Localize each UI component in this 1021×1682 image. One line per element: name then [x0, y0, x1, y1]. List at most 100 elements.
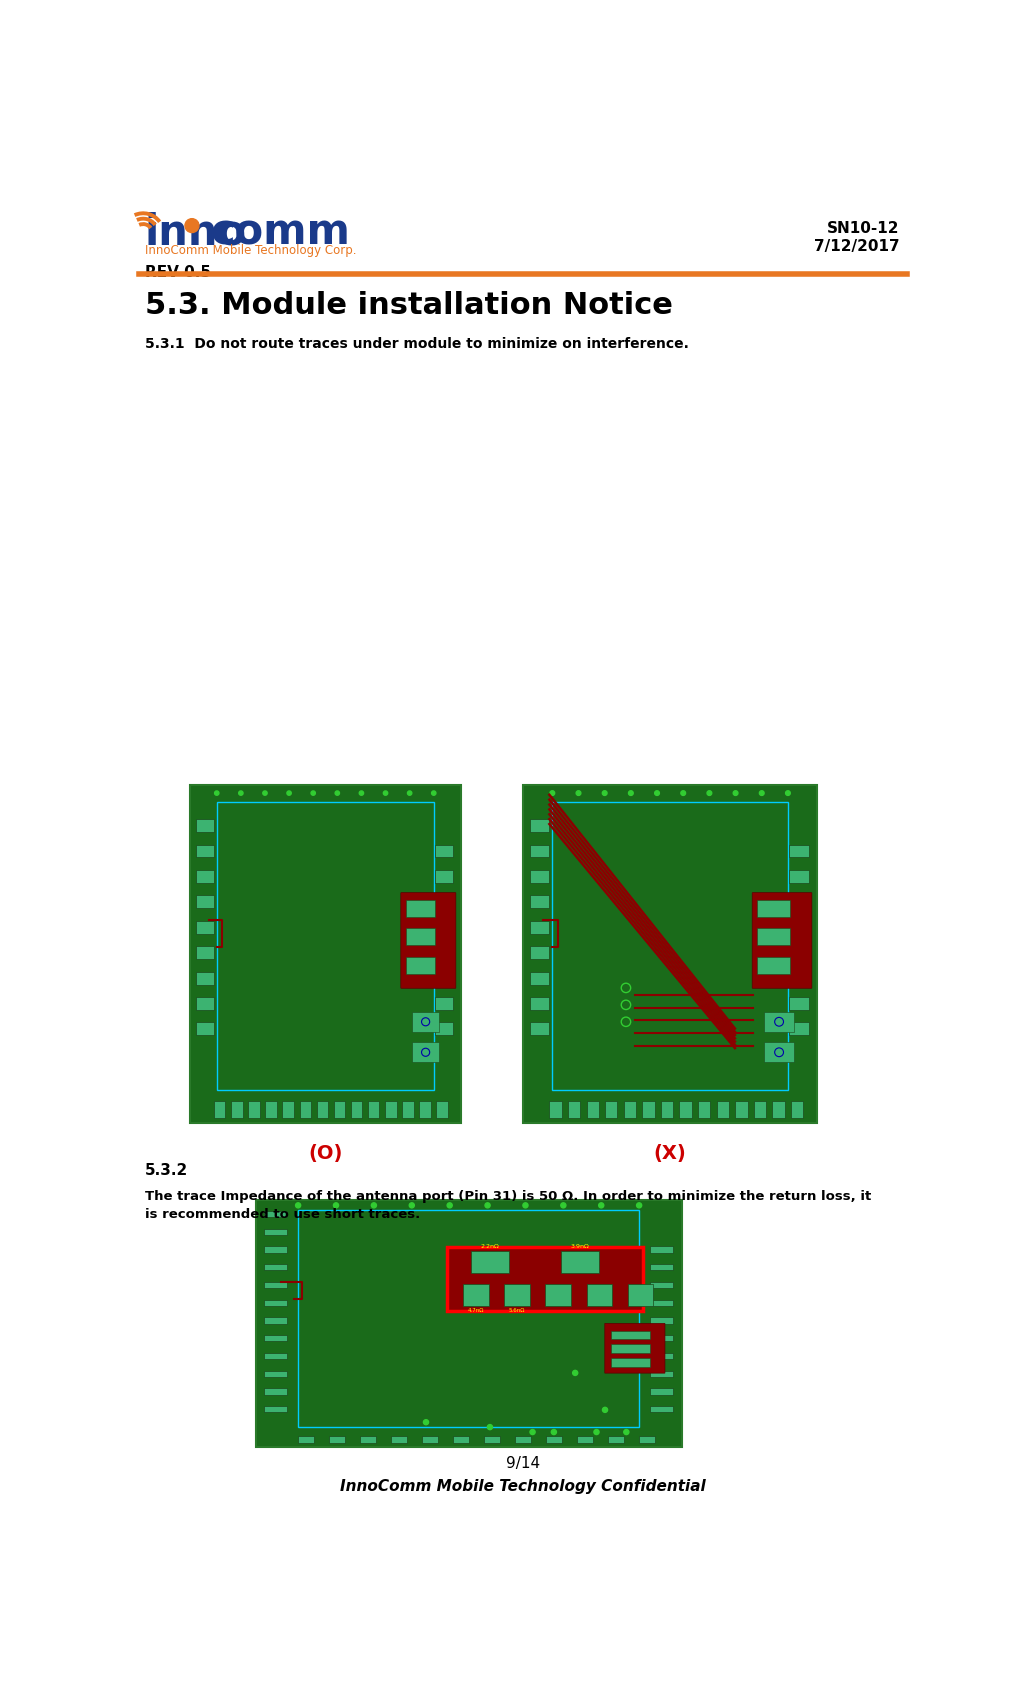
Text: (O): (O) [308, 1144, 342, 1162]
Circle shape [447, 1203, 452, 1208]
Bar [471, 1251, 509, 1273]
Bar [214, 1102, 226, 1119]
Bar [264, 1371, 288, 1378]
FancyBboxPatch shape [752, 893, 812, 989]
Circle shape [598, 1203, 603, 1208]
Bar [422, 1436, 438, 1443]
Bar [435, 1023, 452, 1036]
Bar [649, 1352, 673, 1359]
Bar [661, 1102, 673, 1119]
FancyBboxPatch shape [604, 1324, 665, 1373]
Bar [577, 1436, 593, 1443]
Bar [624, 1102, 636, 1119]
Bar [642, 1102, 654, 1119]
Bar [264, 1389, 288, 1394]
Bar [484, 1436, 500, 1443]
Bar [789, 947, 809, 959]
Bar [545, 1285, 571, 1307]
Bar [753, 1102, 766, 1119]
Bar [611, 1359, 649, 1367]
Bar [248, 1102, 259, 1119]
Bar [264, 1317, 288, 1324]
Bar [447, 1248, 643, 1312]
Bar [530, 897, 549, 908]
Bar [196, 922, 214, 934]
Circle shape [551, 1430, 556, 1435]
Bar [264, 1300, 288, 1307]
Bar [405, 928, 435, 945]
Bar [412, 1013, 439, 1033]
Bar [190, 785, 460, 1124]
Bar [789, 1023, 809, 1036]
Bar [516, 1436, 531, 1443]
Bar [561, 1251, 599, 1273]
Circle shape [295, 1203, 300, 1208]
Circle shape [424, 1420, 429, 1425]
Bar [196, 947, 214, 959]
Circle shape [383, 792, 388, 796]
Text: 9/14: 9/14 [506, 1455, 540, 1470]
Bar [698, 1102, 711, 1119]
Text: (X): (X) [653, 1144, 686, 1162]
Circle shape [681, 791, 685, 796]
Bar [530, 947, 549, 959]
Bar [639, 1436, 655, 1443]
FancyBboxPatch shape [401, 893, 455, 989]
Bar [264, 1352, 288, 1359]
Bar [264, 1230, 288, 1235]
Bar [435, 947, 452, 959]
Bar [504, 1285, 530, 1307]
Bar [196, 871, 214, 883]
Bar [789, 897, 809, 908]
Text: InnoComm Mobile Technology Corp.: InnoComm Mobile Technology Corp. [145, 244, 356, 257]
Circle shape [487, 1425, 492, 1430]
Bar [789, 844, 809, 858]
Circle shape [372, 1203, 377, 1208]
Circle shape [426, 969, 431, 974]
Bar [586, 1102, 599, 1119]
Circle shape [334, 1203, 339, 1208]
Circle shape [287, 792, 291, 796]
Bar [611, 1344, 649, 1354]
Bar [283, 1102, 294, 1119]
Bar [530, 871, 549, 883]
Bar [789, 871, 809, 883]
Bar [649, 1317, 673, 1324]
Bar [391, 1436, 407, 1443]
Bar [628, 1285, 653, 1307]
Circle shape [311, 792, 315, 796]
Circle shape [426, 918, 431, 923]
Bar [412, 1043, 439, 1063]
Bar [463, 1285, 489, 1307]
Circle shape [654, 791, 660, 796]
Text: 5.3. Module installation Notice: 5.3. Module installation Notice [145, 291, 673, 320]
Circle shape [594, 1430, 599, 1435]
Bar [605, 1102, 618, 1119]
Circle shape [602, 1408, 607, 1413]
Text: InnoComm Mobile Technology Confidential: InnoComm Mobile Technology Confidential [340, 1478, 707, 1492]
Bar [329, 1436, 345, 1443]
Bar [196, 897, 214, 908]
Bar [772, 1102, 785, 1119]
Circle shape [550, 791, 554, 796]
Text: inno: inno [145, 210, 247, 252]
Bar [317, 1102, 328, 1119]
Bar [530, 922, 549, 934]
Circle shape [523, 1203, 528, 1208]
Bar [649, 1406, 673, 1413]
Bar [298, 1436, 314, 1443]
Bar [586, 1285, 613, 1307]
Circle shape [239, 792, 243, 796]
Text: 5.6nΩ: 5.6nΩ [508, 1307, 525, 1312]
Bar [530, 844, 549, 858]
Bar [299, 1102, 311, 1119]
Bar [530, 997, 549, 1011]
Text: SN10-12: SN10-12 [827, 220, 900, 235]
Bar [649, 1336, 673, 1342]
Bar [789, 972, 809, 986]
Bar [436, 1102, 448, 1119]
Bar [264, 1246, 288, 1253]
Circle shape [485, 1203, 490, 1208]
Bar [264, 1282, 288, 1288]
Text: comm: comm [210, 210, 350, 252]
